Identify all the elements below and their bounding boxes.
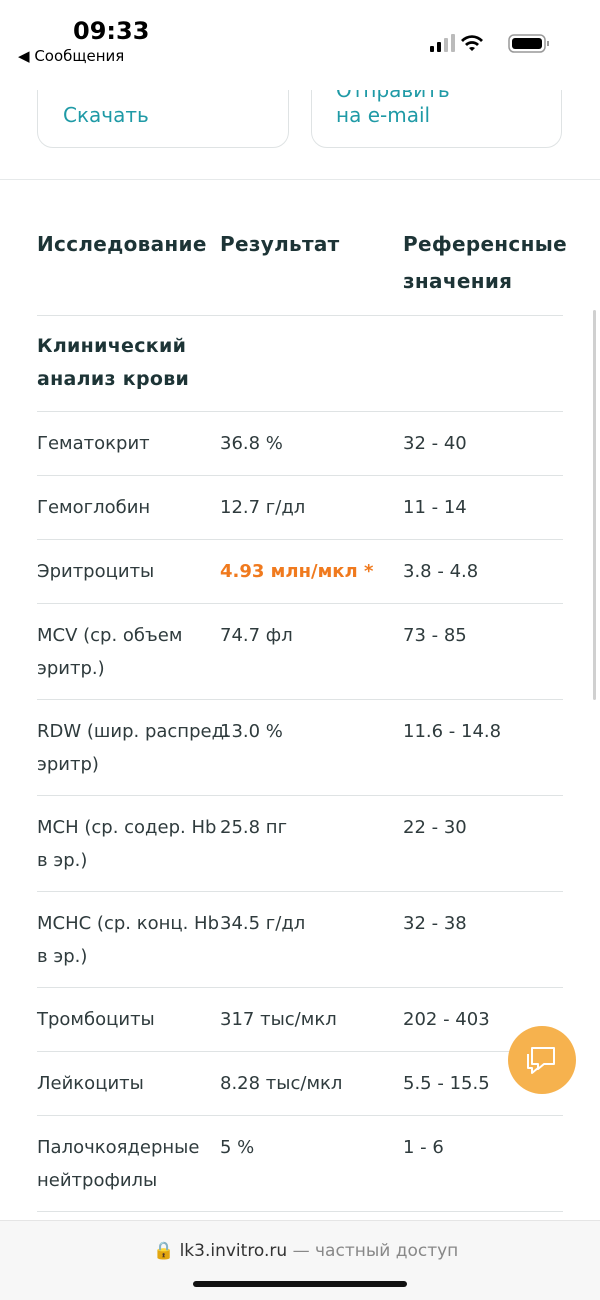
result: 25.8 пг xyxy=(220,817,288,838)
result: 34.5 г/дл xyxy=(220,913,306,934)
test-name: Тромбоциты xyxy=(37,1009,155,1030)
row-divider xyxy=(37,891,563,892)
result: 8.28 тыс/мкл xyxy=(220,1073,343,1094)
browser-bar: 🔒 lk3.invitro.ru — частный доступ xyxy=(0,1220,600,1300)
test-name: Гематокрит xyxy=(37,433,150,454)
time: 09:33 xyxy=(73,17,150,45)
row-divider xyxy=(37,1211,563,1212)
row-divider xyxy=(37,411,563,412)
header-result: Результат xyxy=(220,232,340,256)
result: 4.93 млн/мкл * xyxy=(220,561,374,582)
test-name: в эр.) xyxy=(37,850,88,871)
reference: 5.5 - 15.5 xyxy=(403,1073,490,1094)
chat-button[interactable] xyxy=(508,1026,576,1094)
url-note: — частный доступ xyxy=(292,1241,459,1261)
row-divider xyxy=(37,1115,563,1116)
test-name: в эр.) xyxy=(37,946,88,967)
email-button[interactable]: Отправить на e-mail xyxy=(311,60,562,148)
result: 74.7 фл xyxy=(220,625,293,646)
status-icons xyxy=(430,34,549,53)
row-divider xyxy=(37,539,563,540)
test-name: RDW (шир. распред. xyxy=(37,721,230,742)
test-name: Эритроциты xyxy=(37,561,155,582)
reference: 73 - 85 xyxy=(403,625,467,646)
header-reference: Референсные xyxy=(403,232,567,256)
header-name: Исследование xyxy=(37,232,207,256)
row-divider xyxy=(37,1051,563,1052)
reference: 32 - 40 xyxy=(403,433,467,454)
reference: 11.6 - 14.8 xyxy=(403,721,502,742)
reference: 3.8 - 4.8 xyxy=(403,561,479,582)
section-title: анализ крови xyxy=(37,368,190,390)
url[interactable]: 🔒 lk3.invitro.ru — частный доступ xyxy=(153,1241,459,1261)
result: 317 тыс/мкл xyxy=(220,1009,337,1030)
download-label[interactable]: Скачать xyxy=(63,103,149,127)
row-divider xyxy=(37,315,563,316)
test-name: MCV (ср. объем xyxy=(37,625,183,646)
download-button[interactable]: Скачать xyxy=(37,60,289,148)
row-divider xyxy=(37,795,563,796)
result: 36.8 % xyxy=(220,433,283,454)
divider xyxy=(0,179,600,180)
result: 13.0 % xyxy=(220,721,283,742)
section-title: Клинический xyxy=(37,335,187,357)
back-label[interactable]: Сообщения xyxy=(34,47,125,65)
reference: 32 - 38 xyxy=(403,913,467,934)
row-divider xyxy=(37,987,563,988)
reference: 11 - 14 xyxy=(403,497,467,518)
chat-icon xyxy=(527,1047,555,1074)
back-link[interactable]: ◀ Сообщения xyxy=(18,47,125,65)
reference: 22 - 30 xyxy=(403,817,467,838)
test-name: Лейкоциты xyxy=(37,1073,144,1094)
test-name: эритр.) xyxy=(37,658,105,679)
row-divider xyxy=(37,603,563,604)
test-name: эритр) xyxy=(37,754,99,775)
scrollbar xyxy=(593,310,596,700)
row-divider xyxy=(37,699,563,700)
header-reference: значения xyxy=(403,269,513,293)
email-label[interactable]: на e-mail xyxy=(336,103,431,127)
test-name: MCHC (ср. конц. Hb xyxy=(37,913,220,934)
test-name: Гемоглобин xyxy=(37,497,151,518)
home-indicator xyxy=(193,1281,407,1287)
test-name: нейтрофилы xyxy=(37,1170,158,1191)
reference: 202 - 403 xyxy=(403,1009,490,1030)
result: 12.7 г/дл xyxy=(220,497,306,518)
reference: 1 - 6 xyxy=(403,1137,444,1158)
result: 5 % xyxy=(220,1137,255,1158)
row-divider xyxy=(37,475,563,476)
test-name: MCH (ср. содер. Hb xyxy=(37,817,217,838)
test-name: Палочкоядерные xyxy=(37,1137,200,1158)
status-bar: 09:33 ◀ Сообщения xyxy=(0,0,600,90)
domain[interactable]: lk3.invitro.ru xyxy=(179,1241,288,1261)
